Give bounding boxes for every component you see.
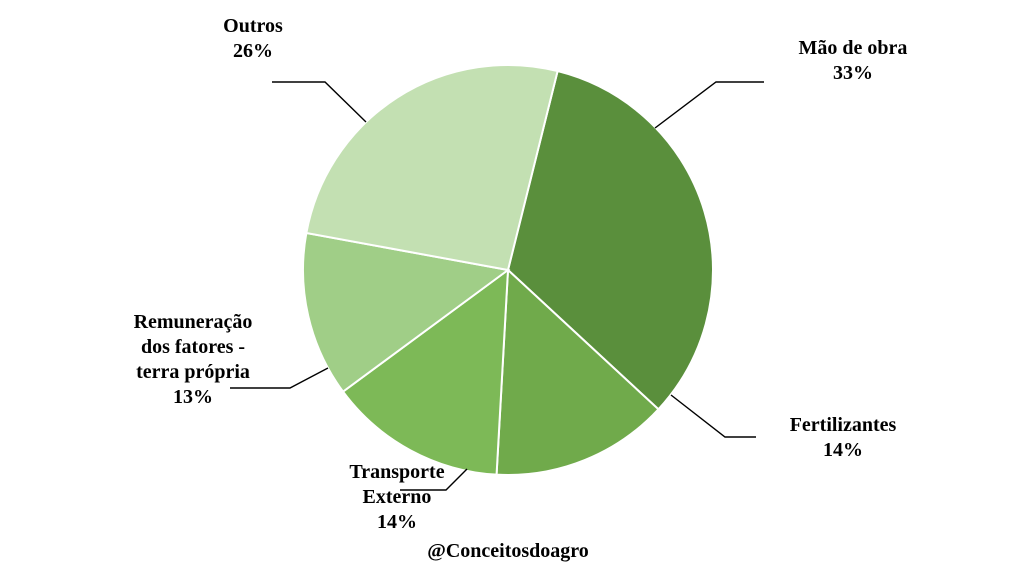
chart-footer: @Conceitosdoagro bbox=[358, 540, 658, 563]
chart-stage: @Conceitosdoagro Mão de obra 33% Fertiliz… bbox=[0, 0, 1016, 571]
slice-label: Outros 26% bbox=[168, 14, 338, 64]
slice-label: Mão de obra 33% bbox=[768, 36, 938, 86]
slice-label: Remuneração dos fatores - terra própria … bbox=[98, 310, 288, 410]
slice-label: Fertilizantes 14% bbox=[758, 413, 928, 463]
slice-label: Transporte Externo 14% bbox=[312, 460, 482, 535]
